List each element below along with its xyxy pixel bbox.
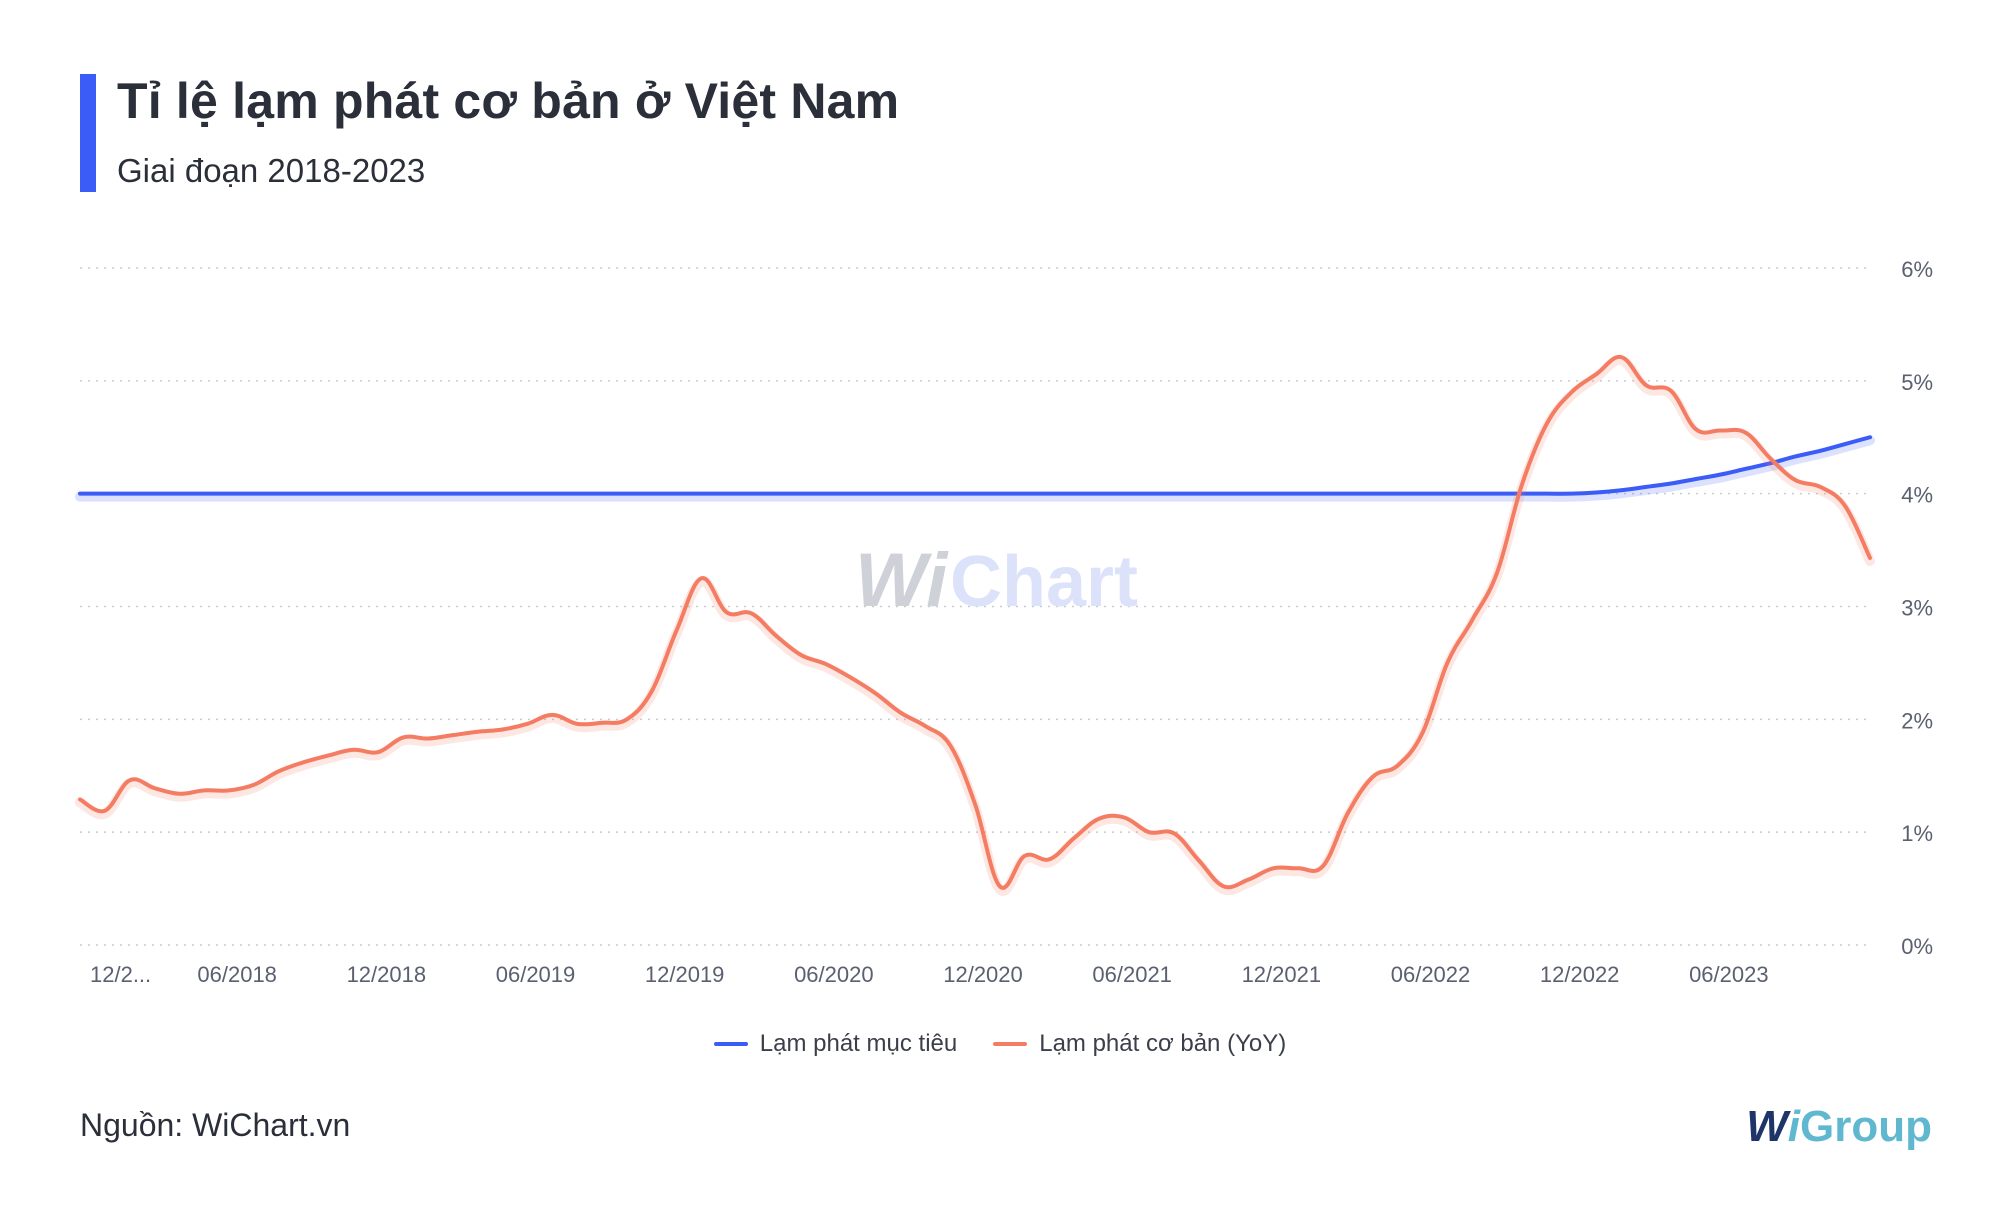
y-tick-label: 4% <box>1901 483 1933 508</box>
legend-swatch-target <box>713 1042 748 1046</box>
x-tick-label: 06/2020 <box>794 962 874 987</box>
y-tick-label: 5% <box>1901 370 1933 395</box>
legend: Lạm phát mục tiêu Lạm phát cơ bản (YoY) <box>0 1030 2000 1058</box>
y-tick-label: 0% <box>1901 934 1933 959</box>
watermark-chart: Chart <box>950 542 1138 622</box>
core-inflation-line-shadow <box>75 355 1875 896</box>
x-tick-label: 06/2022 <box>1391 962 1471 987</box>
target-line-shadow <box>75 435 1875 502</box>
series-lines <box>75 355 1875 896</box>
y-tick-label: 2% <box>1901 708 1933 733</box>
x-tick-label: 06/2023 <box>1689 962 1769 987</box>
logo-w: W <box>1746 1102 1788 1151</box>
watermark-wi: Wi <box>855 538 949 623</box>
y-tick-label: 1% <box>1901 821 1933 846</box>
x-tick-label: 12/2... <box>90 962 151 987</box>
x-tick-label: 12/2020 <box>943 962 1023 987</box>
x-tick-label: 06/2021 <box>1092 962 1172 987</box>
x-tick-label: 06/2019 <box>496 962 576 987</box>
logo-group: Group <box>1800 1102 1932 1151</box>
y-axis: 0% 1% 2% 3% 4% 5% 6% <box>1901 257 1933 959</box>
legend-label-target: Lạm phát mục tiêu <box>759 1030 958 1057</box>
logo-i: i <box>1787 1102 1801 1151</box>
y-tick-label: 6% <box>1901 257 1933 282</box>
chart-title: Tỉ lệ lạm phát cơ bản ở Việt Nam <box>117 73 900 129</box>
legend-item-core[interactable]: Lạm phát cơ bản (YoY) <box>993 1030 1286 1058</box>
x-tick-label: 12/2021 <box>1242 962 1322 987</box>
x-tick-label: 12/2018 <box>347 962 427 987</box>
target-line[interactable] <box>78 435 1872 496</box>
legend-label-core: Lạm phát cơ bản (YoY) <box>1039 1030 1287 1057</box>
watermark: Wi Chart <box>855 538 1138 623</box>
source-note: Nguồn: WiChart.vn <box>80 1107 351 1143</box>
title-accent-bar <box>80 74 96 192</box>
x-tick-label: 12/2019 <box>645 962 725 987</box>
x-tick-label: 06/2018 <box>197 962 277 987</box>
x-tick-label: 12/2022 <box>1540 962 1620 987</box>
core-inflation-line[interactable] <box>78 355 1872 890</box>
legend-swatch-core <box>993 1042 1028 1046</box>
x-axis: 12/2... 06/2018 12/2018 06/2019 12/2019 06/20… <box>90 962 1769 987</box>
legend-item-target[interactable]: Lạm phát mục tiêu <box>713 1030 958 1058</box>
chart-subtitle: Giai đoạn 2018-2023 <box>117 152 426 189</box>
y-tick-label: 3% <box>1901 596 1933 621</box>
